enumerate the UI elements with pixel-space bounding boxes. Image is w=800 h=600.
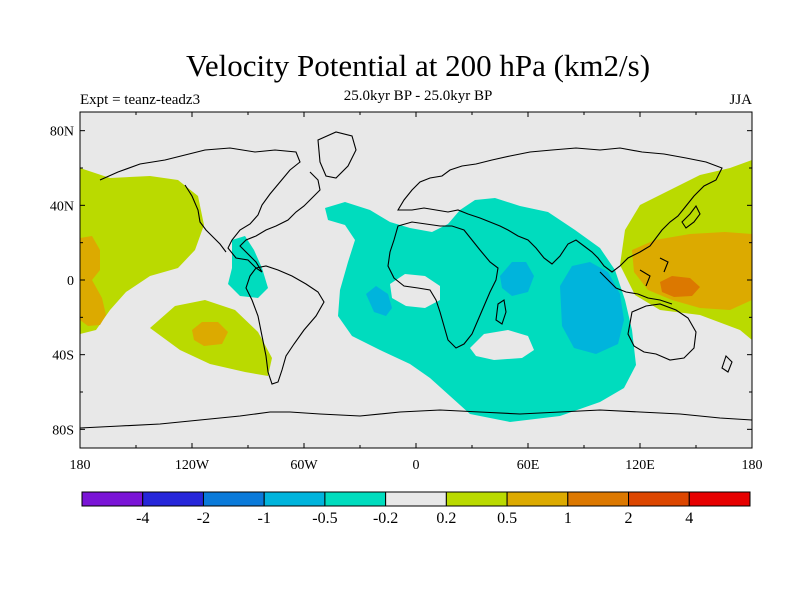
- colorbar-label: -2: [197, 510, 210, 527]
- neutral-hole-south-indian: [470, 330, 534, 360]
- page-title: Velocity Potential at 200 hPa (km2/s): [185, 48, 651, 83]
- coast-south-america: [245, 265, 325, 385]
- lon-tick-label: 60W: [290, 458, 318, 473]
- colorbar-swatch: [628, 491, 690, 507]
- lat-tick-label: 80N: [50, 125, 74, 140]
- colorbar-swatch: [506, 491, 569, 507]
- coast-eurasia: [397, 147, 723, 273]
- colorbar-label: 0.2: [436, 510, 456, 527]
- axis-tick-labels: 80N 40N 0 40S 80S 180 120W 60W 0 60E 120E 180: [50, 125, 763, 473]
- orange-region-south-pacific: [192, 322, 228, 346]
- lon-tick-label: 120E: [625, 458, 655, 473]
- colorbar-swatch: [263, 491, 326, 507]
- colorbar-label: -0.5: [312, 510, 337, 527]
- coast-australia: [627, 303, 697, 361]
- negative-core-arabian: [500, 262, 534, 296]
- neutral-hole-north-africa: [390, 274, 440, 308]
- colorbar-swatch: [567, 491, 630, 507]
- coast-new-zealand: [721, 354, 733, 373]
- negative-region-atlantic-indian: [325, 198, 636, 422]
- negative-region-central-america: [228, 236, 268, 298]
- colorbar-label: 4: [685, 510, 693, 527]
- subtitle: 25.0kyr BP - 25.0kyr BP: [343, 88, 493, 104]
- colorbar: -4 -2 -1 -0.5 -0.2 0.2 0.5 1 2 4: [81, 491, 751, 527]
- colorbar-swatch: [385, 491, 447, 507]
- dark-orange-region-west-pacific: [660, 276, 700, 297]
- colorbar-label: -4: [136, 510, 149, 527]
- colorbar-label: 2: [625, 510, 633, 527]
- colorbar-swatch: [324, 491, 387, 507]
- colorbar-swatch: [202, 491, 265, 507]
- axis-ticks: [79, 112, 753, 448]
- colorbar-label: -0.2: [373, 510, 398, 527]
- coast-southeast-asia: [599, 257, 673, 305]
- lon-tick-label: 180: [742, 458, 763, 473]
- coast-africa: [387, 221, 499, 349]
- negative-core-atlantic: [366, 286, 392, 316]
- lon-tick-label: 180: [70, 458, 91, 473]
- positive-region-east-pacific: [80, 168, 204, 334]
- negative-core-indian: [560, 262, 624, 354]
- coast-antarctica: [80, 409, 752, 429]
- season-label: JJA: [729, 92, 752, 108]
- lat-tick-label: 40S: [52, 349, 74, 364]
- coast-greenland: [317, 131, 357, 179]
- experiment-label: Expt = teanz-teadz3: [80, 92, 201, 108]
- lat-tick-label: 80S: [52, 423, 74, 438]
- lat-tick-label: 40N: [50, 199, 74, 214]
- lon-tick-label: 0: [413, 458, 420, 473]
- coast-north-america: [99, 147, 321, 273]
- colorbar-label: 1: [564, 510, 572, 527]
- lon-tick-label: 120W: [175, 458, 210, 473]
- coast-madagascar: [495, 299, 507, 325]
- colorbar-label: 0.5: [497, 510, 517, 527]
- colorbar-swatch: [142, 491, 204, 507]
- lon-tick-label: 60E: [517, 458, 540, 473]
- colorbar-swatch: [688, 491, 751, 507]
- colorbar-label: -1: [258, 510, 271, 527]
- coast-japan: [681, 204, 701, 229]
- colorbar-swatch: [445, 491, 508, 507]
- orange-region-east-pacific: [80, 236, 106, 326]
- lat-tick-label: 0: [67, 274, 74, 289]
- contour-fields: [80, 160, 752, 422]
- coastlines: [80, 131, 752, 429]
- colorbar-swatch: [81, 491, 144, 507]
